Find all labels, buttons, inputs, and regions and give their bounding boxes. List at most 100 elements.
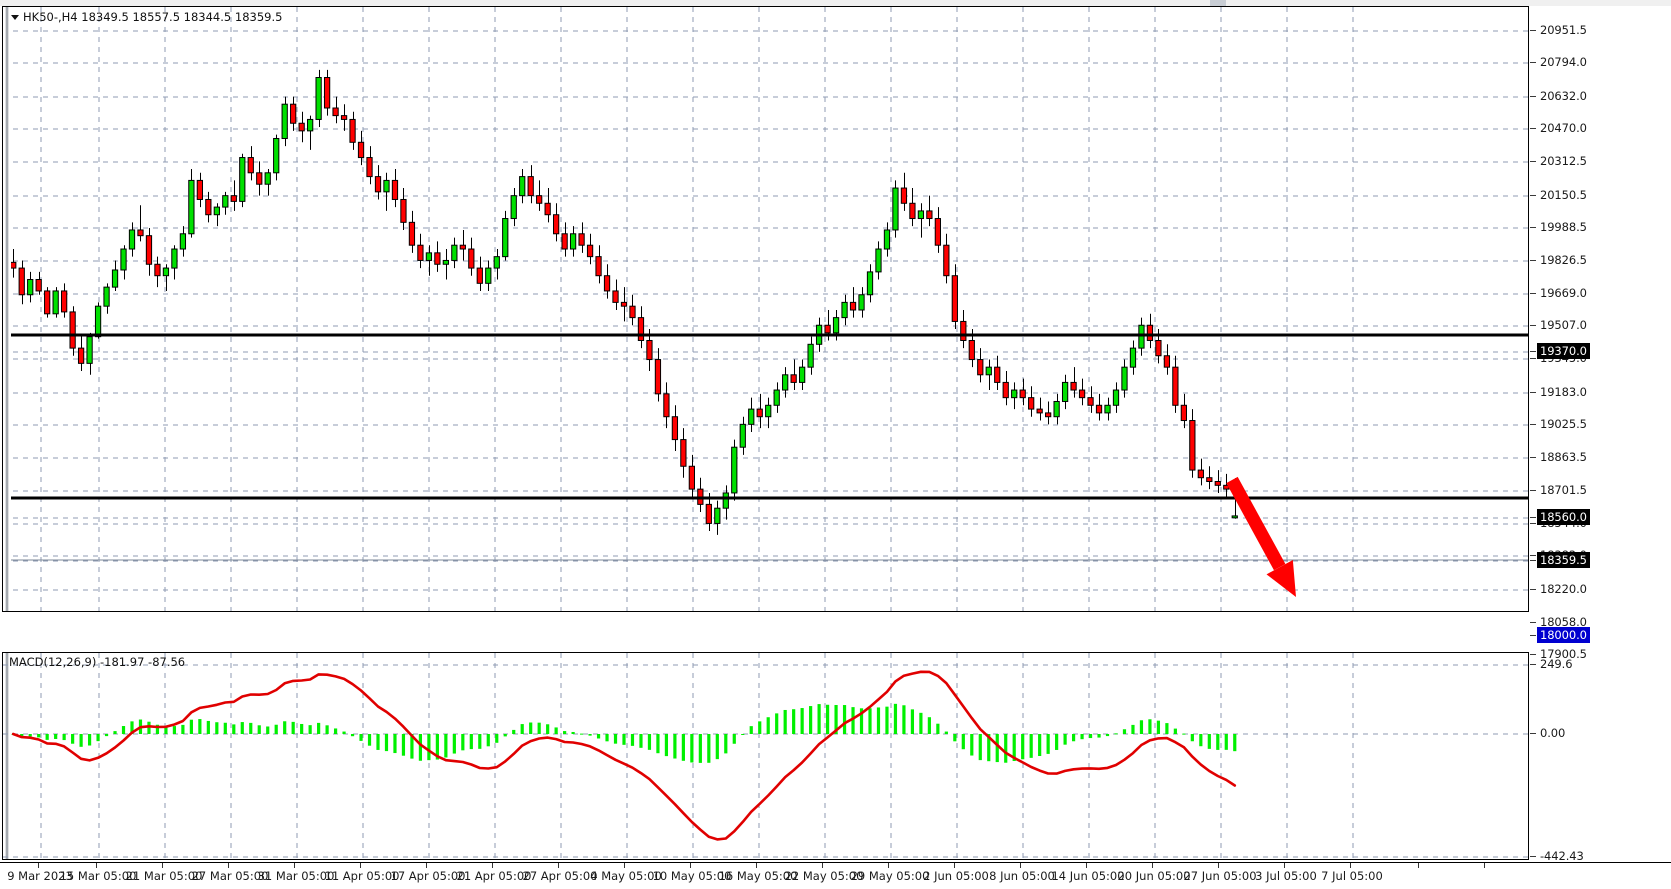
time-tick	[624, 863, 625, 868]
price-tick	[1530, 260, 1536, 261]
time-tick	[228, 863, 229, 868]
time-axis-label: 8 Jun 05:00	[989, 869, 1055, 883]
chevron-down-icon[interactable]	[11, 15, 19, 20]
time-axis-label: 27 Apr 05:00	[522, 869, 598, 883]
price-label: 18058.0	[1540, 615, 1587, 629]
time-tick	[162, 863, 163, 868]
price-tick	[1530, 635, 1536, 636]
price-label: 20312.5	[1540, 154, 1587, 168]
chart-symbol-header: HK50-,H4 18349.5 18557.5 18344.5 18359.5	[11, 10, 282, 24]
time-axis-label: 20 Jun 05:00	[1117, 869, 1191, 883]
time-tick	[1152, 863, 1153, 868]
macd-label: MACD(12,26,9) -181.97 -87.56	[9, 655, 186, 669]
time-tick	[690, 863, 691, 868]
time-axis-label: 17 Apr 05:00	[390, 869, 466, 883]
macd-axis-label: 0.00	[1540, 726, 1566, 740]
price-label: 20951.5	[1540, 23, 1587, 37]
time-axis-label: 4 May 05:00	[590, 869, 662, 883]
price-pane-left-rail[interactable]	[3, 7, 11, 611]
horizontal-scrollbar[interactable]	[0, 0, 1671, 6]
macd-tick	[1530, 856, 1536, 857]
time-axis-label: 22 May 05:00	[784, 869, 864, 883]
price-label: 19988.5	[1540, 220, 1587, 234]
time-axis-label: 21 Mar 05:00	[125, 869, 203, 883]
time-tick	[1284, 863, 1285, 868]
price-tick	[1530, 490, 1536, 491]
price-label: 19183.0	[1540, 385, 1587, 399]
time-tick	[1086, 863, 1087, 868]
price-label: 18220.0	[1540, 582, 1587, 596]
price-tick	[1530, 62, 1536, 63]
price-label-highlighted: 19370.0	[1537, 343, 1590, 359]
time-tick	[954, 863, 955, 868]
time-tick	[1020, 863, 1021, 868]
price-label: 19507.0	[1540, 318, 1587, 332]
macd-axis[interactable]: 249.6 0.00 -442.43	[1530, 652, 1671, 863]
price-tick	[1530, 161, 1536, 162]
macd-tick	[1530, 664, 1536, 665]
time-tick	[96, 863, 97, 868]
macd-indicator-pane[interactable]: MACD(12,26,9) -181.97 -87.56	[2, 652, 1529, 860]
price-tick	[1530, 358, 1536, 359]
time-tick	[558, 863, 559, 868]
symbol-ohlc-text: HK50-,H4 18349.5 18557.5 18344.5 18359.5	[23, 10, 283, 24]
time-axis-label: 9 Mar 2023	[7, 869, 73, 883]
time-axis-label: 27 Jun 05:00	[1183, 869, 1257, 883]
time-tick	[1484, 863, 1485, 868]
time-axis-label: 7 Jul 05:00	[1321, 869, 1383, 883]
time-tick	[38, 863, 39, 868]
time-tick	[360, 863, 361, 868]
price-tick	[1530, 351, 1536, 352]
time-axis-label: 31 Mar 05:00	[257, 869, 335, 883]
time-tick	[756, 863, 757, 868]
time-tick	[426, 863, 427, 868]
price-tick	[1530, 227, 1536, 228]
time-axis[interactable]: 9 Mar 2023 15 Mar 05:00 21 Mar 05:00 27 Mar…	[0, 862, 1671, 889]
time-axis-label: 16 May 05:00	[718, 869, 798, 883]
time-tick	[1218, 863, 1219, 868]
time-tick	[888, 863, 889, 868]
price-label: 18701.5	[1540, 483, 1587, 497]
macd-tick	[1530, 733, 1536, 734]
time-axis-label: 29 May 05:00	[850, 869, 930, 883]
macd-axis-label: -442.43	[1540, 849, 1584, 863]
price-canvas	[3, 7, 1528, 611]
price-chart-pane[interactable]: HK50-,H4 18349.5 18557.5 18344.5 18359.5	[2, 6, 1529, 612]
macd-canvas	[3, 653, 1528, 859]
time-tick	[822, 863, 823, 868]
price-tick	[1530, 560, 1536, 561]
time-axis-label: 2 Jun 05:00	[923, 869, 989, 883]
price-tick	[1530, 555, 1536, 556]
price-label-highlighted: 18560.0	[1537, 509, 1590, 525]
price-label: 17900.5	[1540, 647, 1587, 661]
price-tick	[1530, 517, 1536, 518]
price-tick	[1530, 622, 1536, 623]
time-tick	[1350, 863, 1351, 868]
macd-axis-label: 249.6	[1540, 657, 1573, 671]
time-axis-label: 3 Jul 05:00	[1255, 869, 1317, 883]
price-tick	[1530, 128, 1536, 129]
time-axis-label: 15 Mar 05:00	[59, 869, 137, 883]
price-tick	[1530, 30, 1536, 31]
price-label: 20794.0	[1540, 55, 1587, 69]
price-tick	[1530, 589, 1536, 590]
price-tick	[1530, 457, 1536, 458]
price-label: 20632.0	[1540, 89, 1587, 103]
time-axis-label: 27 Mar 05:00	[191, 869, 269, 883]
price-axis[interactable]: 20951.5 20794.0 20632.0 20470.0 20312.5 20150…	[1530, 6, 1671, 661]
macd-pane-left-rail[interactable]	[3, 653, 11, 859]
price-tick	[1530, 654, 1536, 655]
price-label-highlighted: 18000.0	[1537, 627, 1590, 643]
price-tick	[1530, 523, 1536, 524]
price-label: 18863.5	[1540, 450, 1587, 464]
price-tick	[1530, 325, 1536, 326]
price-tick	[1530, 424, 1536, 425]
time-tick	[1418, 863, 1419, 868]
time-axis-label: 21 Apr 05:00	[456, 869, 532, 883]
time-axis-label: 14 Jun 05:00	[1051, 869, 1125, 883]
scrollbar-thumb[interactable]	[1210, 0, 1226, 6]
price-label: 19826.5	[1540, 253, 1587, 267]
price-label-highlighted: 18359.5	[1537, 552, 1590, 568]
time-axis-label: 10 May 05:00	[652, 869, 732, 883]
